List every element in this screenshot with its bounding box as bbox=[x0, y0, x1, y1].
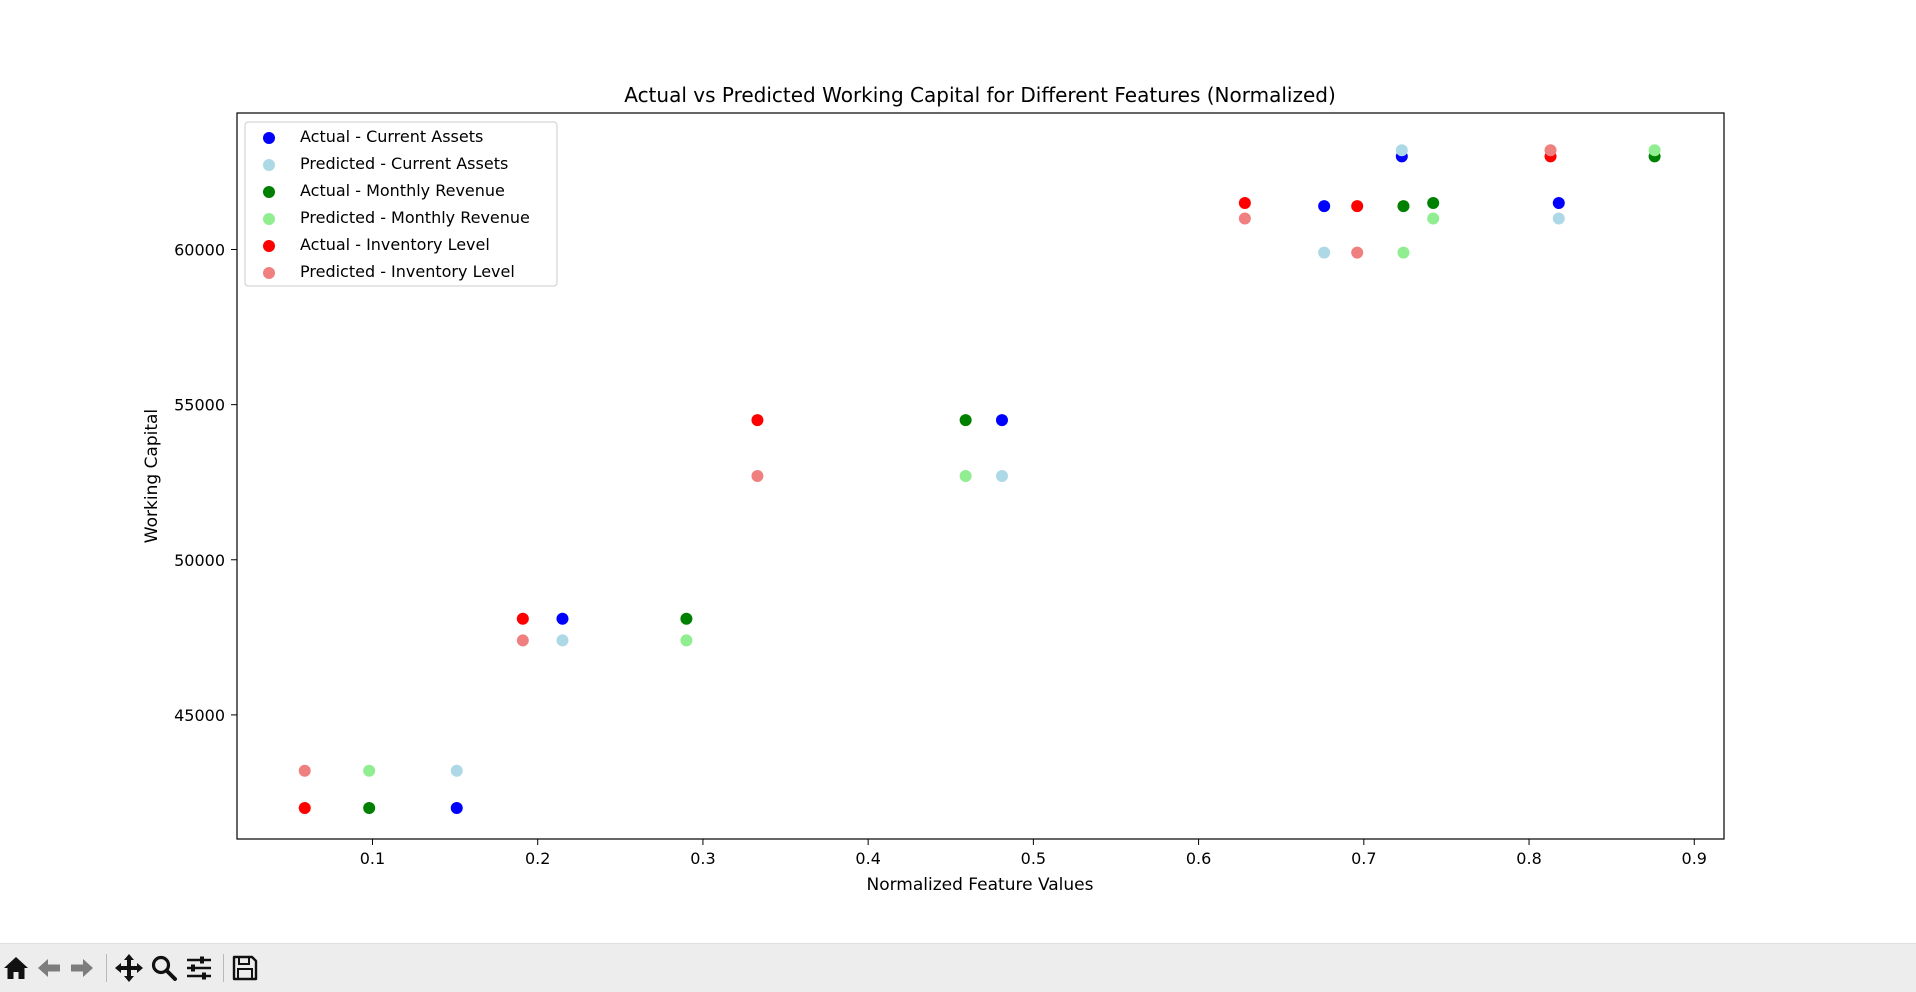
data-point bbox=[1318, 200, 1331, 213]
forward-button[interactable] bbox=[66, 952, 98, 984]
save-button[interactable] bbox=[229, 952, 261, 984]
legend-marker bbox=[263, 159, 275, 171]
x-axis: 0.1 0.2 0.3 0.4 0.5 0.6 0.7 0.8 0.9 bbox=[360, 839, 1707, 868]
legend-marker bbox=[263, 186, 275, 198]
data-point bbox=[1238, 196, 1251, 209]
legend-entry: Actual - Monthly Revenue bbox=[300, 181, 505, 200]
data-point bbox=[680, 634, 693, 647]
data-point bbox=[959, 414, 972, 427]
figure: Actual vs Predicted Working Capital for … bbox=[142, 83, 1725, 895]
move-icon bbox=[115, 954, 143, 982]
arrow-right-icon bbox=[71, 959, 93, 977]
data-point bbox=[1397, 246, 1410, 259]
x-tick-label: 0.2 bbox=[525, 849, 550, 868]
data-point bbox=[680, 612, 693, 625]
data-point bbox=[995, 470, 1008, 482]
x-tick-label: 0.3 bbox=[690, 849, 715, 868]
data-point bbox=[959, 470, 972, 482]
data-point bbox=[556, 612, 569, 625]
data-point bbox=[450, 801, 463, 814]
data-point bbox=[556, 634, 569, 647]
legend: Actual - Current Assets Predicted - Curre… bbox=[244, 121, 558, 287]
navigation-toolbar bbox=[0, 943, 1916, 992]
data-point bbox=[751, 414, 764, 427]
x-tick-label: 0.1 bbox=[360, 849, 385, 868]
legend-marker bbox=[263, 213, 275, 225]
data-point bbox=[1238, 212, 1251, 225]
legend-marker bbox=[263, 132, 275, 144]
data-point bbox=[1395, 144, 1408, 157]
x-tick-label: 0.4 bbox=[855, 849, 880, 868]
legend-entry: Predicted - Inventory Level bbox=[300, 262, 515, 281]
y-tick-label: 45000 bbox=[174, 706, 225, 725]
toolbar-separator bbox=[106, 954, 107, 982]
data-point bbox=[516, 634, 529, 647]
data-point bbox=[1552, 196, 1565, 209]
magnifier-icon bbox=[151, 955, 177, 981]
x-tick-label: 0.9 bbox=[1682, 849, 1707, 868]
x-tick-label: 0.7 bbox=[1351, 849, 1376, 868]
legend-entry: Actual - Current Assets bbox=[300, 127, 483, 146]
pan-button[interactable] bbox=[113, 952, 145, 984]
data-point bbox=[450, 764, 463, 777]
data-point bbox=[516, 612, 529, 625]
toolbar-separator bbox=[223, 954, 224, 982]
arrow-left-icon bbox=[38, 959, 60, 977]
legend-marker bbox=[263, 267, 275, 279]
data-point bbox=[1648, 144, 1661, 157]
y-tick-label: 55000 bbox=[174, 396, 225, 415]
data-point bbox=[1318, 246, 1331, 259]
floppy-disk-icon bbox=[232, 955, 258, 981]
x-tick-label: 0.6 bbox=[1186, 849, 1211, 868]
chart-title: Actual vs Predicted Working Capital for … bbox=[624, 83, 1336, 107]
x-tick-label: 0.5 bbox=[1021, 849, 1046, 868]
data-point bbox=[1351, 246, 1364, 259]
data-point bbox=[363, 764, 376, 777]
data-point bbox=[1351, 200, 1364, 213]
data-point bbox=[1552, 212, 1565, 225]
home-button[interactable] bbox=[0, 952, 32, 984]
configure-subplots-button[interactable] bbox=[183, 952, 215, 984]
data-point bbox=[363, 801, 376, 814]
legend-entry: Actual - Inventory Level bbox=[300, 235, 490, 254]
y-axis-label: Working Capital bbox=[142, 409, 162, 543]
data-points bbox=[298, 144, 1661, 814]
y-tick-label: 50000 bbox=[174, 551, 225, 570]
data-point bbox=[995, 414, 1008, 427]
legend-entry: Predicted - Current Assets bbox=[300, 154, 508, 173]
data-point bbox=[298, 801, 311, 814]
data-point bbox=[298, 764, 311, 777]
y-axis: 45000 50000 55000 60000 bbox=[174, 241, 237, 725]
data-point bbox=[751, 470, 764, 482]
legend-entry: Predicted - Monthly Revenue bbox=[300, 208, 530, 227]
home-icon bbox=[4, 957, 28, 979]
zoom-button[interactable] bbox=[148, 952, 180, 984]
data-point bbox=[1397, 200, 1410, 213]
scatter-chart: Actual vs Predicted Working Capital for … bbox=[142, 83, 1725, 895]
sliders-icon bbox=[187, 956, 211, 980]
y-tick-label: 60000 bbox=[174, 241, 225, 260]
data-point bbox=[1544, 144, 1557, 157]
x-tick-label: 0.8 bbox=[1516, 849, 1541, 868]
legend-box bbox=[244, 121, 558, 287]
data-point bbox=[1427, 212, 1440, 225]
data-point bbox=[1427, 196, 1440, 209]
back-button[interactable] bbox=[33, 952, 65, 984]
legend-marker bbox=[263, 240, 275, 252]
x-axis-label: Normalized Feature Values bbox=[867, 875, 1094, 895]
